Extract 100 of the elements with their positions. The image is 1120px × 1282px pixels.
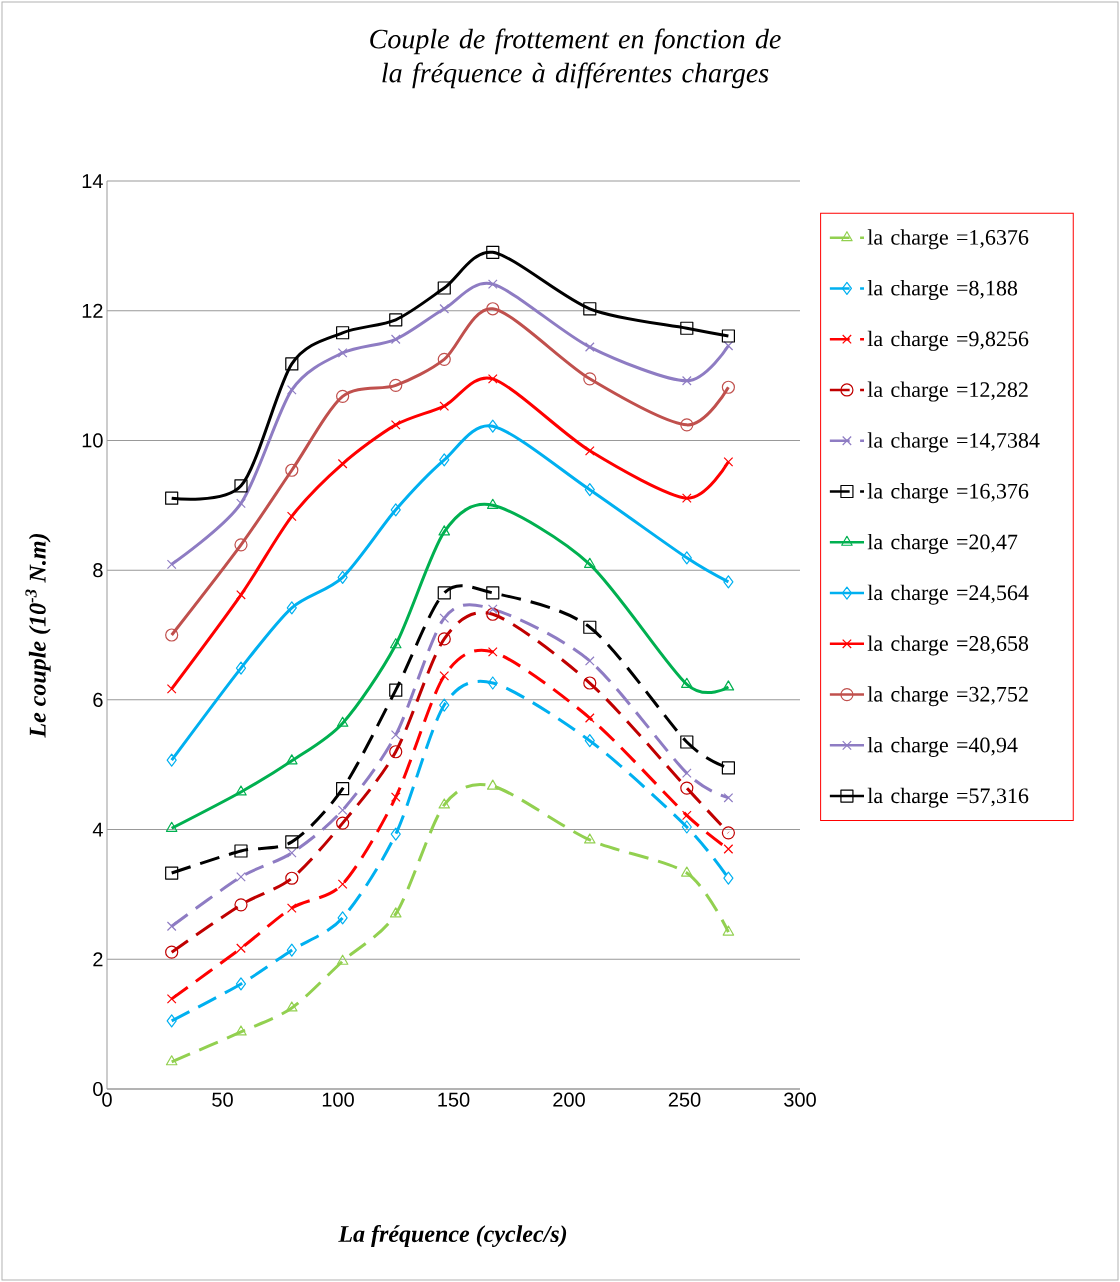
point bbox=[166, 559, 177, 570]
point bbox=[584, 656, 595, 666]
point bbox=[584, 557, 596, 568]
point bbox=[389, 745, 403, 759]
point bbox=[487, 373, 498, 384]
legend-label: la charge =32,752 bbox=[867, 686, 1028, 707]
point bbox=[165, 866, 179, 880]
point bbox=[389, 638, 402, 649]
point bbox=[487, 604, 498, 614]
point bbox=[336, 326, 350, 340]
point bbox=[285, 871, 299, 885]
point bbox=[584, 734, 595, 748]
point bbox=[723, 792, 734, 803]
point bbox=[584, 483, 595, 497]
x-tick-label: 100 bbox=[322, 1092, 354, 1107]
point bbox=[389, 378, 403, 392]
point bbox=[286, 385, 297, 395]
point bbox=[721, 380, 735, 394]
point bbox=[337, 805, 348, 815]
y-tick-label: 14 bbox=[82, 174, 103, 188]
point bbox=[165, 821, 178, 832]
point bbox=[165, 1055, 178, 1066]
point bbox=[486, 302, 500, 316]
point bbox=[486, 498, 499, 509]
point bbox=[286, 903, 297, 913]
point bbox=[583, 372, 597, 386]
chart-title: Couple de frottement en fonction de la fréquence à différentes charges bbox=[370, 28, 781, 89]
point bbox=[165, 945, 179, 959]
point bbox=[389, 907, 402, 918]
point bbox=[336, 954, 349, 965]
point bbox=[584, 713, 595, 723]
point bbox=[722, 925, 735, 936]
point bbox=[723, 457, 734, 467]
legend-label: la charge =24,564 bbox=[867, 584, 1029, 605]
point bbox=[390, 792, 401, 802]
point bbox=[285, 463, 299, 477]
point bbox=[486, 607, 500, 621]
legend-label: la charge =8,188 bbox=[867, 280, 1018, 301]
point bbox=[166, 684, 177, 694]
point bbox=[486, 779, 499, 790]
point bbox=[234, 538, 248, 552]
point bbox=[681, 493, 692, 503]
point bbox=[337, 570, 348, 584]
point bbox=[439, 698, 450, 712]
legend-label: la charge =28,658 bbox=[867, 635, 1029, 656]
y-tick-label: 4 bbox=[92, 822, 103, 837]
point bbox=[721, 329, 735, 343]
point bbox=[165, 491, 179, 505]
point bbox=[236, 872, 246, 882]
point bbox=[723, 575, 734, 589]
point bbox=[437, 632, 451, 646]
point bbox=[583, 676, 597, 690]
point bbox=[487, 419, 498, 433]
point bbox=[584, 342, 595, 352]
legend-label: la charge =20,47 bbox=[867, 533, 1018, 554]
point bbox=[234, 844, 248, 858]
point bbox=[390, 730, 401, 740]
point bbox=[390, 334, 401, 345]
point bbox=[437, 352, 451, 366]
point bbox=[723, 844, 734, 854]
y-tick-label: 10 bbox=[82, 433, 103, 448]
point bbox=[680, 418, 694, 432]
point bbox=[439, 453, 450, 467]
y-tick-label: 6 bbox=[93, 692, 103, 707]
point bbox=[722, 680, 735, 691]
point bbox=[337, 348, 348, 358]
x-tick-label: 50 bbox=[212, 1092, 233, 1107]
point bbox=[437, 586, 451, 600]
point bbox=[286, 943, 297, 957]
point bbox=[235, 785, 247, 796]
point bbox=[166, 753, 177, 767]
point bbox=[337, 879, 348, 889]
legend-label: la charge =16,376 bbox=[867, 483, 1029, 504]
legend-label: la charge =40,94 bbox=[867, 736, 1018, 757]
point bbox=[336, 816, 350, 830]
point bbox=[389, 313, 403, 327]
y-tick-label: 2 bbox=[93, 952, 103, 967]
point bbox=[236, 943, 246, 954]
point bbox=[235, 977, 247, 991]
point bbox=[234, 479, 248, 493]
point bbox=[439, 303, 450, 314]
point bbox=[235, 661, 247, 675]
point bbox=[166, 921, 177, 932]
point bbox=[286, 754, 298, 765]
point bbox=[390, 503, 401, 517]
point bbox=[438, 525, 451, 536]
point bbox=[487, 676, 498, 690]
point bbox=[487, 279, 498, 289]
point bbox=[286, 848, 297, 858]
point bbox=[583, 302, 597, 316]
point bbox=[681, 866, 693, 877]
point bbox=[723, 340, 734, 351]
y-tick-label: 0 bbox=[93, 1081, 103, 1097]
point bbox=[439, 613, 450, 623]
point bbox=[389, 683, 403, 697]
point bbox=[681, 820, 692, 834]
legend-label: la charge =57,316 bbox=[867, 787, 1029, 808]
y-tick-label: 8 bbox=[93, 563, 103, 578]
x-tick-label: 300 bbox=[784, 1092, 816, 1107]
point bbox=[437, 281, 451, 295]
